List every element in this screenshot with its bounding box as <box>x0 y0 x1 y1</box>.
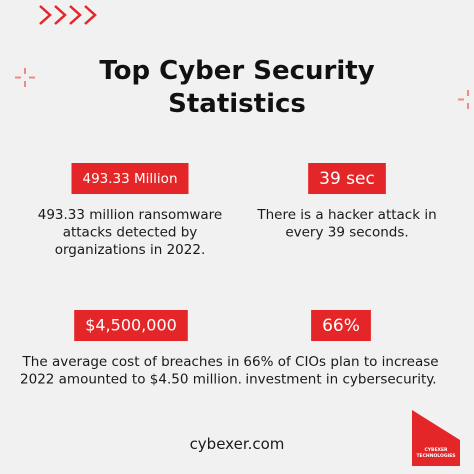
stat-badge <box>74 310 188 341</box>
plus-right <box>458 90 469 109</box>
stat-description: attacks detected by <box>63 225 198 241</box>
stat-description: There is a hacker attack in <box>256 207 436 223</box>
chevrons <box>39 5 97 25</box>
logo-subtitle: TECHNOLOGIES <box>416 453 455 459</box>
title-line: Top Cyber Security <box>99 56 374 86</box>
stat-description: 2022 amounted to $4.50 million. <box>20 372 242 388</box>
stat-badge <box>308 163 386 194</box>
logo: CYBEXER TECHNOLOGIES <box>412 410 460 466</box>
stat-value: $4,500,000 <box>85 316 177 335</box>
stat-description: 493.33 million ransomware <box>38 207 223 223</box>
stat-description: organizations in 2022. <box>55 242 206 258</box>
footer-url: cybexer.com <box>190 435 285 453</box>
title-line: Statistics <box>168 89 306 119</box>
stat-description: The average cost of breaches in <box>22 354 240 370</box>
plus-left <box>15 68 35 87</box>
stat-badge <box>311 310 371 341</box>
stat-description: 66% of CIOs plan to increase <box>243 354 438 370</box>
stat-value: 493.33 Million <box>83 171 178 187</box>
stat-description: investment in cybersecurity. <box>245 372 436 388</box>
stat-value: 66% <box>322 316 360 336</box>
logo-name: CYBEXER <box>424 447 448 453</box>
stat-badge <box>71 163 189 194</box>
stat-value: 39 sec <box>319 169 375 189</box>
stat-description: every 39 seconds. <box>285 225 408 241</box>
